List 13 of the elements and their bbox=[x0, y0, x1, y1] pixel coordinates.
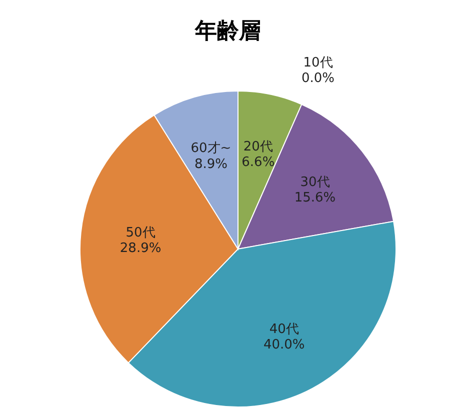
data-label: 15.6% bbox=[294, 190, 336, 206]
slice-label: 20代 bbox=[243, 140, 273, 155]
slice-label: 30代 bbox=[300, 174, 330, 190]
data-label: 28.9% bbox=[120, 240, 162, 256]
data-label: 40.0% bbox=[263, 337, 305, 352]
text: 0.0% bbox=[301, 71, 335, 86]
category-label: 10代 bbox=[303, 55, 333, 70]
data-label: 6.6% bbox=[242, 155, 275, 170]
slice-label: 50代 bbox=[126, 225, 156, 240]
slice-label: 60才~ bbox=[190, 141, 232, 156]
chart-title: 年齢層 bbox=[194, 18, 262, 46]
slice-label: 40代 bbox=[269, 322, 299, 337]
data-label: 8.9% bbox=[194, 156, 228, 172]
